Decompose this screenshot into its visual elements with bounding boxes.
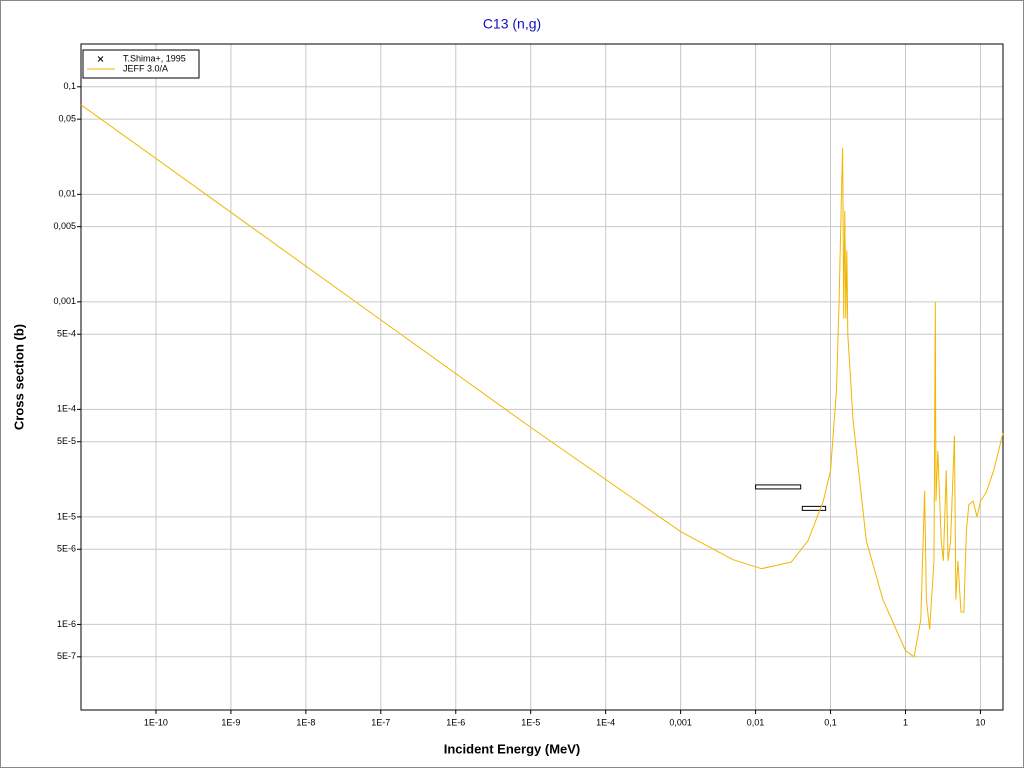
legend-box xyxy=(82,49,200,79)
y-tick-label: 1E-4 xyxy=(57,404,76,414)
legend-label: T.Shima+, 1995 xyxy=(123,53,186,63)
y-tick-label: 0,005 xyxy=(53,221,76,231)
plot-border xyxy=(80,43,1004,711)
legend-marker xyxy=(97,56,104,62)
data-line xyxy=(80,104,1004,658)
chart-title: C13 (n,g) xyxy=(483,16,541,32)
y-tick-label: 5E-6 xyxy=(57,544,76,554)
x-tick-label: 1 xyxy=(903,717,908,727)
y-tick-label: 5E-4 xyxy=(57,329,76,339)
x-tick-label: 0,001 xyxy=(669,717,692,727)
y-tick-label: 5E-5 xyxy=(57,436,76,446)
y-tick-label: 1E-5 xyxy=(57,511,76,521)
y-tick-label: 5E-7 xyxy=(57,651,76,661)
y-axis-label: Cross section (b) xyxy=(11,324,26,430)
y-tick-label: 1E-6 xyxy=(57,619,76,629)
x-tick-label: 1E-4 xyxy=(596,717,615,727)
y-tick-label: 0,01 xyxy=(58,189,76,199)
grid: 1E-10 1E-9 1E-8 1E-7 1E-6 1E-5 1E-4 0,001 0,01 0,… xyxy=(53,44,1003,727)
x-tick-label: 10 xyxy=(975,717,985,727)
y-tick-label: 0,1 xyxy=(63,81,76,91)
x-tick-label: 1E-8 xyxy=(296,717,315,727)
y-tick-label: 0,001 xyxy=(53,296,76,306)
x-tick-label: 0,1 xyxy=(824,717,837,727)
legend-label: JEFF 3.0/A xyxy=(123,63,168,73)
error-bar xyxy=(755,484,802,490)
y-tick-label: 0,05 xyxy=(58,114,76,124)
plot xyxy=(80,43,1004,711)
x-tick-label: 1E-9 xyxy=(221,717,240,727)
x-axis-label: Incident Energy (MeV) xyxy=(444,741,581,756)
error-bar xyxy=(801,505,827,511)
plot-area xyxy=(81,44,1003,710)
x-tick-label: 0,01 xyxy=(747,717,765,727)
x-tick-label: 1E-7 xyxy=(371,717,390,727)
x-tick-label: 1E-6 xyxy=(446,717,465,727)
x-tick-label: 1E-5 xyxy=(521,717,540,727)
x-tick-label: 1E-10 xyxy=(144,717,168,727)
